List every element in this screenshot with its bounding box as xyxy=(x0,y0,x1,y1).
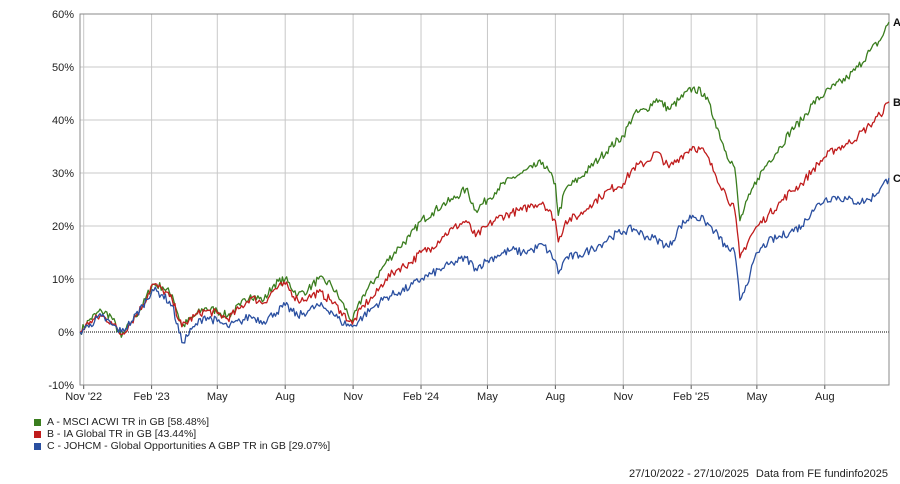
legend-item-a: A - MSCI ACWI TR in GB [58.48%] xyxy=(34,416,330,428)
series-line-c xyxy=(79,177,890,344)
y-tick-label: 20% xyxy=(52,221,74,233)
series-line-b xyxy=(79,101,890,336)
footer-date-range: 27/10/2022 - 27/10/2025 xyxy=(628,468,749,480)
legend-label-b: B - IA Global TR in GB [43.44%] xyxy=(47,428,197,440)
y-tick-label: -10% xyxy=(48,380,74,392)
gridlines xyxy=(80,13,889,386)
y-tick-label: 40% xyxy=(52,115,74,127)
series-end-label-b: B xyxy=(893,97,900,109)
y-tick-label: 60% xyxy=(52,9,74,21)
series-end-label-a: A xyxy=(893,17,900,29)
footer: 27/10/2022 - 27/10/2025 Data from FE fun… xyxy=(629,468,888,480)
legend-swatch-a xyxy=(34,418,41,426)
legend-item-c: C - JOHCM - Global Opportunities A GBP T… xyxy=(34,440,330,452)
x-tick-label: Feb '25 xyxy=(673,391,709,403)
x-tick-label: Aug xyxy=(546,391,566,403)
x-tick-label: Aug xyxy=(275,391,295,403)
end-labels: A B C xyxy=(893,17,900,185)
series-lines xyxy=(79,21,890,344)
legend-label-a: A - MSCI ACWI TR in GB [58.48%] xyxy=(47,416,210,428)
legend-item-b: B - IA Global TR in GB [43.44%] xyxy=(34,428,330,440)
legend: A - MSCI ACWI TR in GB [58.48%] B - IA G… xyxy=(34,416,330,452)
y-tick-label: 10% xyxy=(52,274,74,286)
footer-source: Data from FE fundinfo2025 xyxy=(755,468,888,480)
series-end-label-c: C xyxy=(893,173,900,185)
series-line-a xyxy=(79,21,890,338)
x-tick-label: Nov xyxy=(343,391,363,403)
y-tick-label: 0% xyxy=(58,327,74,339)
x-tick-label: May xyxy=(746,391,767,403)
x-tick-label: Feb '23 xyxy=(133,391,169,403)
axes: -10% 0% 10% 20% 30% 40% 50% 60% Nov '22 Feb '23 Ma… xyxy=(48,9,890,403)
legend-swatch-c xyxy=(34,442,41,450)
x-tick-label: May xyxy=(477,391,498,403)
x-tick-label: Feb '24 xyxy=(403,391,439,403)
x-tick-label: Nov '22 xyxy=(65,391,102,403)
x-tick-label: Aug xyxy=(815,391,835,403)
y-tick-label: 30% xyxy=(52,168,74,180)
legend-label-c: C - JOHCM - Global Opportunities A GBP T… xyxy=(47,440,331,452)
legend-swatch-b xyxy=(34,430,41,438)
x-tick-label: Nov xyxy=(613,391,633,403)
y-tick-label: 50% xyxy=(52,62,74,74)
x-tick-label: May xyxy=(207,391,228,403)
plot-frame xyxy=(79,13,890,386)
